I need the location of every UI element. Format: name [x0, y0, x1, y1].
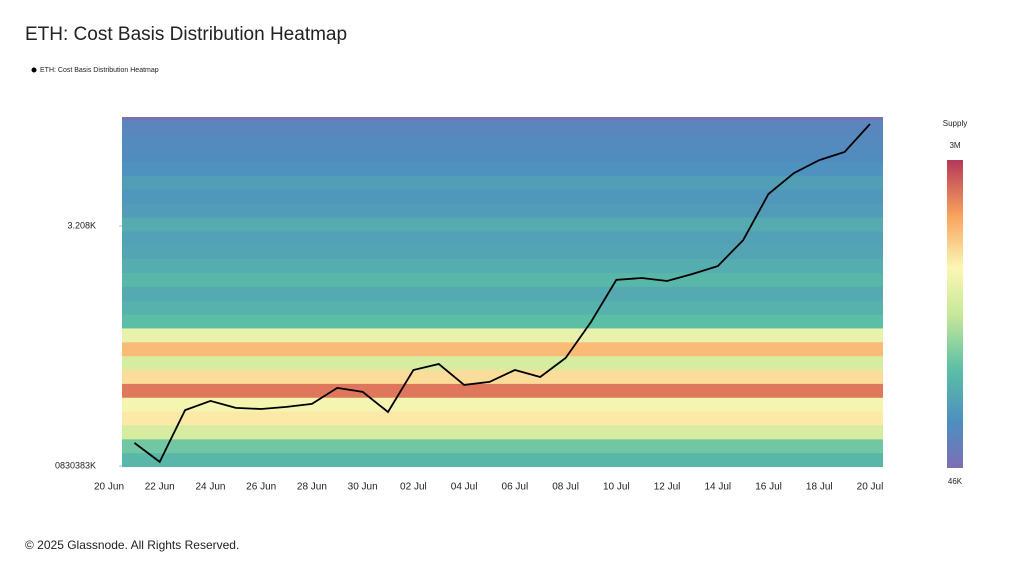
- x-tick-label: 08 Jul: [552, 482, 579, 493]
- heat-band: [122, 175, 883, 190]
- heat-band: [122, 424, 883, 440]
- price-line: [133, 123, 871, 464]
- colorbar-title: Supply: [943, 119, 967, 128]
- heat-band: [122, 452, 883, 468]
- colorbar-tick-label: 3M: [949, 141, 960, 150]
- x-tick-label: 06 Jul: [502, 482, 529, 493]
- chart-title: ETH: Cost Basis Distribution Heatmap: [25, 24, 347, 45]
- heat-band: [122, 217, 883, 232]
- legend-marker: [31, 67, 37, 73]
- x-tick-label: 02 Jul: [400, 482, 427, 493]
- colorbar: [947, 160, 963, 468]
- heat-band: [122, 327, 883, 343]
- x-tick-label: 28 Jun: [297, 482, 327, 493]
- colorbar-tick-label: 46K: [948, 477, 963, 486]
- x-tick-label: 20 Jul: [857, 482, 884, 493]
- heat-band: [122, 230, 883, 246]
- heat-band: [122, 133, 883, 149]
- x-tick-label: 14 Jul: [704, 482, 731, 493]
- x-tick-label: 22 Jun: [145, 482, 175, 493]
- x-tick-label: 04 Jul: [451, 482, 478, 493]
- x-tick-label: 10 Jul: [603, 482, 630, 493]
- heat-band: [122, 203, 883, 218]
- heat-band: [122, 119, 883, 135]
- x-tick-label: 16 Jul: [755, 482, 782, 493]
- heat-band: [122, 258, 883, 273]
- heat-band: [122, 189, 883, 204]
- y-tick-label: 0830383K: [55, 460, 96, 470]
- footer: © 2025 Glassnode. All Rights Reserved.: [25, 538, 239, 552]
- heat-band: [122, 355, 883, 371]
- heat-band: [122, 147, 883, 163]
- heat-band: [122, 300, 883, 315]
- heat-band: [122, 314, 883, 329]
- x-tick-label: 12 Jul: [654, 482, 681, 493]
- x-tick-label: 26 Jun: [246, 482, 276, 493]
- heat-band: [122, 383, 883, 398]
- x-tick-label: 20 Jun: [94, 482, 124, 493]
- heat-band: [122, 272, 883, 287]
- x-tick-label: 18 Jul: [806, 482, 833, 493]
- heat-band: [122, 161, 883, 176]
- heat-band: [122, 244, 883, 260]
- x-tick-label: 30 Jun: [348, 482, 378, 493]
- heat-band: [122, 397, 883, 412]
- heat-band: [122, 286, 883, 301]
- x-tick-label: 24 Jun: [195, 482, 225, 493]
- y-tick-label: 3.208K: [67, 220, 96, 230]
- legend-label: ETH: Cost Basis Distribution Heatmap: [40, 67, 159, 74]
- heat-band: [122, 438, 883, 454]
- heat-band: [122, 411, 883, 426]
- heat-band: [122, 341, 883, 357]
